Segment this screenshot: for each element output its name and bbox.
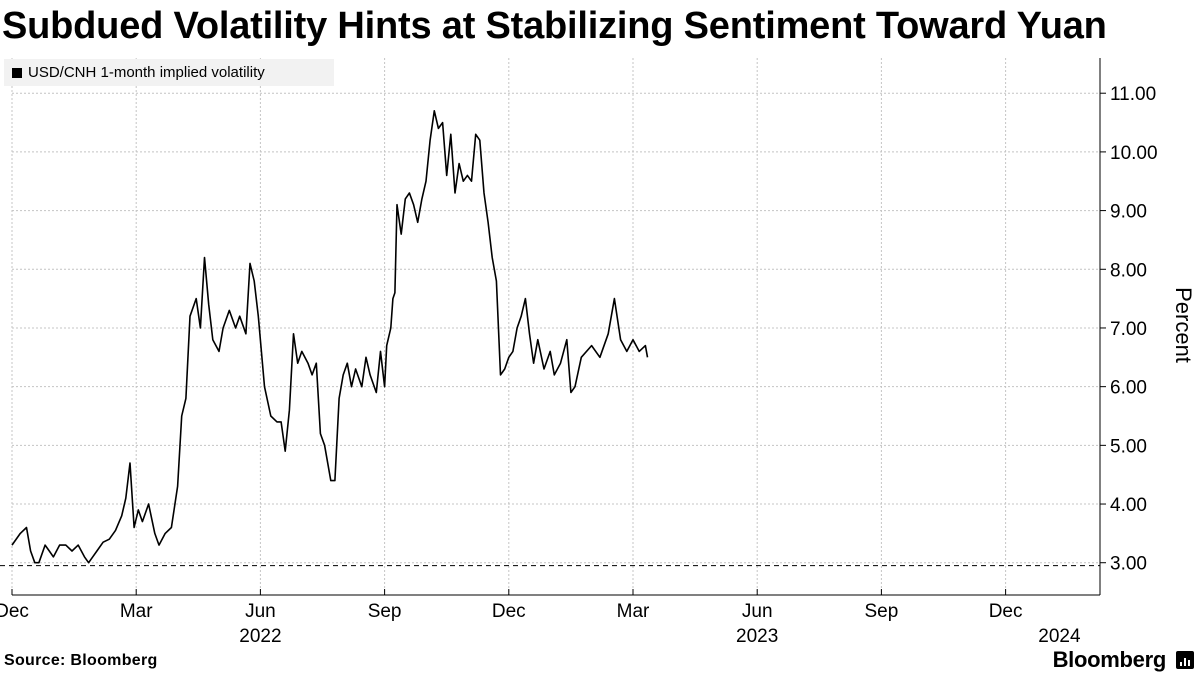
series-line: [11, 110, 649, 564]
x-tick-label: Jun: [742, 601, 773, 622]
source-note: Source: Bloomberg: [4, 652, 158, 669]
series-layer: [11, 110, 649, 564]
legend-label: USD/CNH 1-month implied volatility: [28, 64, 265, 81]
gridlines: [11, 58, 1100, 595]
x-tick-label: Jun: [245, 601, 276, 622]
y-tick-label: 8.00: [1110, 260, 1147, 281]
x-year-label: 2022: [239, 626, 281, 647]
y-tick-label: 11.00: [1110, 84, 1156, 105]
x-tick-label: Dec: [492, 601, 526, 622]
legend-swatch: [12, 67, 22, 78]
x-tick-label: Sep: [368, 601, 402, 622]
y-tick-label: 3.00: [1110, 554, 1147, 575]
y-tick-label: 9.00: [1110, 202, 1147, 223]
page-title: Subdued Volatility Hints at Stabilizing …: [2, 5, 1107, 47]
y-tick-label: 7.00: [1110, 319, 1147, 340]
x-tick-label: Sep: [864, 601, 898, 622]
y-tick-label: 5.00: [1110, 436, 1147, 457]
x-tick-label: Mar: [120, 601, 153, 622]
legend: USD/CNH 1-month implied volatility: [4, 59, 334, 86]
y-tick-label: 6.00: [1110, 378, 1147, 399]
x-year-label: 2024: [1038, 626, 1081, 647]
y-axis-label: Percent: [1171, 287, 1196, 363]
x-tick-label: Mar: [617, 601, 650, 622]
x-tick-label: Dec: [0, 601, 29, 622]
y-tick-label: 4.00: [1110, 495, 1147, 516]
bloomberg-terminal-icon: [1176, 651, 1194, 669]
x-year-label: 2023: [736, 626, 778, 647]
x-tick-label: Dec: [989, 601, 1023, 622]
axes: 3.00 4.00 5.00 6.00 7.00 8.00 9.00 10.00 11.00 De…: [0, 58, 1158, 647]
brand-wordmark: Bloomberg: [1052, 647, 1167, 672]
y-tick-label: 10.00: [1110, 143, 1158, 164]
